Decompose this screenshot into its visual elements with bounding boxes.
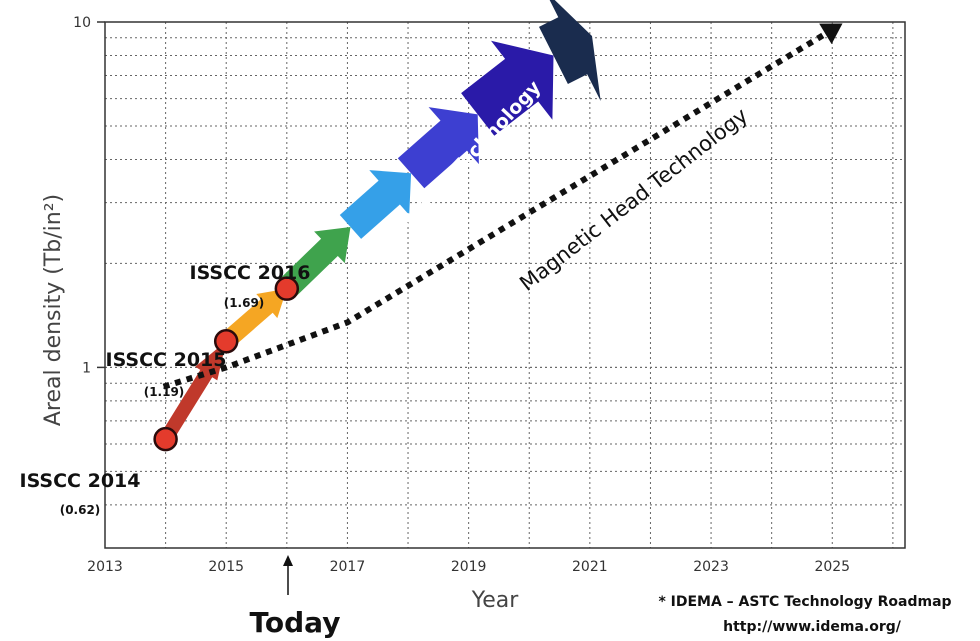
y-tick-label: 10 [73, 15, 91, 31]
vnand-arrow-series: V-NAND Technology [159, 0, 601, 443]
x-tick-label: 2017 [330, 559, 366, 575]
vnand-arrow-segment [539, 0, 601, 102]
vnand-arrow-segment [220, 288, 287, 349]
vnand-arrow-segment [278, 227, 351, 298]
x-tick-label: 2021 [572, 559, 608, 575]
source-line-2: http://www.idema.org/ [723, 619, 902, 635]
milestone-marker [274, 276, 300, 301]
y-axis-title: Areal density (Tb/in²) [41, 194, 66, 426]
today-arrow-head [283, 555, 293, 566]
vnand-arrow-segment [159, 341, 227, 443]
x-tick-label: 2025 [814, 559, 850, 575]
today-annotation: Today [250, 555, 341, 639]
vnand-arrow-segment [461, 40, 554, 136]
x-tick-label: 2013 [87, 559, 123, 575]
y-tick-label: 1 [82, 360, 91, 376]
milestone-marker [153, 426, 178, 452]
vnand-arrow-segment [397, 107, 479, 189]
today-label: Today [250, 606, 341, 639]
x-tick-label: 2019 [451, 559, 487, 575]
magnetic-head-arrowhead [819, 23, 843, 45]
milestone-value: (0.62) [60, 503, 101, 517]
milestone-name: ISSCC 2014 [20, 470, 141, 492]
plot-area [104, 21, 906, 549]
milestone-markers [153, 276, 300, 452]
x-axis-ticks: 2013 2015 2017 2019 2021 2023 2025 [87, 559, 850, 575]
milestone-name: ISSCC 2016 [190, 262, 311, 284]
y-axis-ticks: 1 10 [73, 15, 105, 376]
x-axis-title: Year [471, 588, 520, 613]
milestone-value: (1.19) [144, 385, 185, 399]
x-tick-label: 2023 [693, 559, 729, 575]
milestone-labels: ISSCC 2014 (0.62) ISSCC 2015 (1.19) ISSCC 20… [20, 262, 311, 517]
milestone-marker [213, 329, 239, 354]
source-line-1: * IDEMA – ASTC Technology Roadmap [658, 594, 951, 610]
milestone-value: (1.69) [224, 296, 265, 310]
milestone-name: ISSCC 2015 [106, 349, 227, 371]
x-tick-label: 2015 [208, 559, 244, 575]
vnand-arrow-segment [339, 170, 412, 239]
